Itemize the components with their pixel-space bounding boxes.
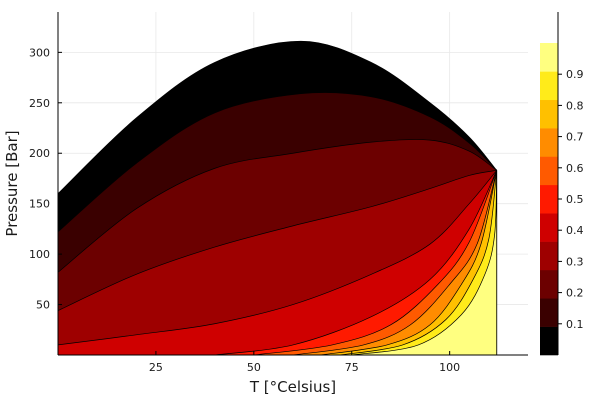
phase-region: [339, 170, 498, 355]
colorbar-band: [540, 298, 558, 327]
x-tick-label: 100: [439, 361, 460, 374]
y-tick-label: 150: [29, 198, 50, 211]
x-tick-label: 50: [247, 361, 261, 374]
y-axis-ticks: 50 100 150 200 250 300: [29, 46, 62, 312]
colorbar-band: [540, 184, 558, 214]
colorbar-tick-label: 0.9: [566, 68, 584, 81]
y-tick-label: 300: [29, 46, 50, 59]
phase-region: [351, 170, 498, 355]
x-tick-label: 25: [149, 361, 163, 374]
colorbar-band: [540, 213, 558, 242]
y-tick-label: 100: [29, 248, 50, 261]
colorbar-band: [540, 71, 558, 101]
colorbar-band: [540, 43, 558, 72]
colorbar-band: [540, 326, 558, 356]
colorbar-tick-label: 0.3: [566, 255, 584, 268]
colorbar-tick-label: 0.7: [566, 131, 584, 144]
phase-region: [320, 170, 498, 355]
y-tick-label: 200: [29, 147, 50, 160]
colorbar-band: [540, 128, 558, 157]
colorbar-band: [540, 241, 558, 271]
colorbar-tick-label: 0.8: [566, 99, 584, 112]
colorbar: 0.1 0.2 0.3 0.4 0.5 0.6 0.7 0.8 0.9: [540, 12, 584, 356]
y-axis-label: Pressure [Bar]: [3, 130, 21, 236]
x-axis-ticks: 25 50 75 100: [149, 351, 460, 374]
colorbar-band: [540, 156, 558, 186]
colorbar-tick-label: 0.5: [566, 193, 584, 206]
colorbar-tick-label: 0.6: [566, 162, 584, 175]
y-tick-label: 250: [29, 97, 50, 110]
plot-area: 25 50 75 100 50 100 150 200 250 300: [29, 12, 528, 374]
colorbar-tick-label: 0.1: [566, 318, 584, 331]
x-tick-label: 75: [345, 361, 359, 374]
colorbar-tick-label: 0.4: [566, 224, 584, 237]
colorbar-tick-label: 0.2: [566, 287, 584, 300]
x-axis-label: T [°Celsius]: [249, 378, 336, 396]
colorbar-band: [540, 269, 558, 299]
phase-regions: [58, 40, 498, 355]
colorbar-band: [540, 99, 558, 129]
y-tick-label: 50: [36, 299, 50, 312]
